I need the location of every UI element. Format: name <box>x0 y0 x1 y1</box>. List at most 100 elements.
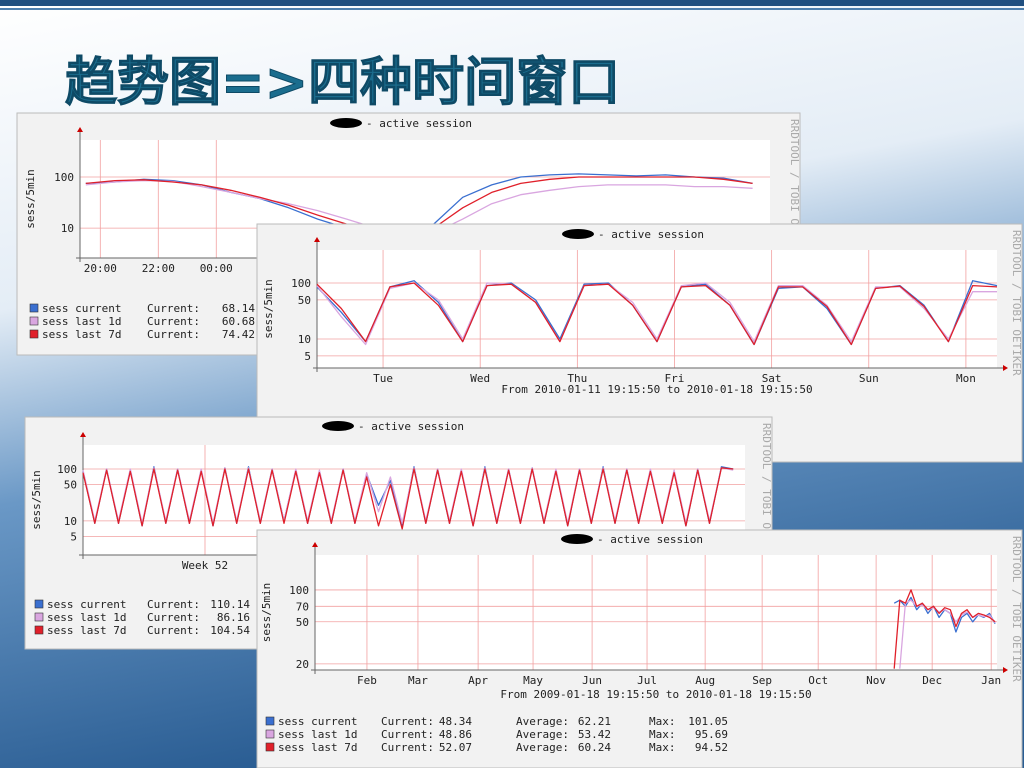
stat-value: 53.42 <box>578 728 611 741</box>
legend-label: sess current <box>42 302 121 315</box>
legend-swatch <box>34 599 44 609</box>
stat-label: Current: <box>147 302 200 315</box>
stat-value: 94.52 <box>695 741 728 754</box>
legend-label: sess last 1d <box>42 315 121 328</box>
chart-title: - active session <box>598 228 704 241</box>
series-line <box>316 282 998 346</box>
legend-label: sess last 7d <box>47 624 126 637</box>
legend-swatch <box>29 303 39 313</box>
x-tick-label: 22:00 <box>142 262 175 275</box>
y-tick-label: 70 <box>296 600 309 613</box>
y-tick-label: 100 <box>291 277 311 290</box>
axis-arrow <box>77 127 83 132</box>
x-tick-label: Oct <box>808 674 828 687</box>
stat-label: Current: <box>147 624 200 637</box>
watermark: RRDTOOL / TOBI OETIKER <box>1010 536 1023 682</box>
y-axis-label: sess/5min <box>24 169 37 229</box>
legend-swatch <box>29 329 39 339</box>
legend-label: sess current <box>278 715 357 728</box>
stat-value: 104.54 <box>210 624 250 637</box>
y-tick-label: 50 <box>296 616 309 629</box>
x-tick-label: Wed <box>470 372 490 385</box>
stat-value: 110.14 <box>210 598 250 611</box>
axis-arrow <box>314 237 320 242</box>
x-tick-label: Dec <box>922 674 942 687</box>
stat-label: Average: <box>516 728 569 741</box>
y-tick-label: 50 <box>64 479 77 492</box>
stat-value: 86.16 <box>217 611 250 624</box>
redacted-host <box>322 421 354 431</box>
stat-value: 48.86 <box>439 728 472 741</box>
legend-label: sess last 1d <box>47 611 126 624</box>
redacted-host <box>330 118 362 128</box>
stat-value: 60.24 <box>578 741 611 754</box>
stat-value: 68.14 <box>222 302 255 315</box>
redacted-host <box>562 229 594 239</box>
stat-label: Current: <box>381 728 434 741</box>
stat-label: Average: <box>516 715 569 728</box>
chart: 20 50 70 100 Feb Mar Apr May Jun Jul Aug Sep Oct Nov D… <box>256 529 1023 768</box>
x-tick-label: Nov <box>866 674 886 687</box>
x-tick-label: 00:00 <box>200 262 233 275</box>
y-tick-label: 5 <box>304 350 311 363</box>
series-line <box>893 589 996 669</box>
y-tick-label: 100 <box>54 171 74 184</box>
legend-label: sess last 7d <box>42 328 121 341</box>
date-range: From 2009-01-18 19:15:50 to 2010-01-18 1… <box>500 688 811 701</box>
x-tick-label: Feb <box>357 674 377 687</box>
x-tick-label: Aug <box>695 674 715 687</box>
charts: 10 100 20:00 22:00 00:00 - active session sess… <box>16 112 1023 768</box>
x-tick-label: Mar <box>408 674 428 687</box>
x-tick-label: Mon <box>956 372 976 385</box>
stat-value: 95.69 <box>695 728 728 741</box>
legend-swatch <box>265 729 275 739</box>
y-tick-label: 10 <box>64 515 77 528</box>
date-range: From 2010-01-11 19:15:50 to 2010-01-18 1… <box>501 383 812 396</box>
x-tick-label: Tue <box>373 372 393 385</box>
chart-title: - active session <box>366 117 472 130</box>
top-bar <box>0 0 1024 6</box>
stat-label: Current: <box>381 741 434 754</box>
legend-swatch <box>29 316 39 326</box>
axis-arrow <box>1003 365 1008 371</box>
y-tick-label: 20 <box>296 658 309 671</box>
x-tick-label: Sep <box>752 674 772 687</box>
stat-label: Max: <box>649 741 676 754</box>
legend-label: sess last 7d <box>278 741 357 754</box>
x-tick-label: Jul <box>637 674 657 687</box>
redacted-host <box>561 534 593 544</box>
legend-swatch <box>34 612 44 622</box>
y-axis-label: sess/5min <box>260 583 273 643</box>
stat-value: 52.07 <box>439 741 472 754</box>
x-tick-label: Sat <box>762 372 782 385</box>
y-axis-label: sess/5min <box>262 279 275 339</box>
top-bar-line <box>0 8 1024 10</box>
watermark: RRDTOOL / TOBI OETIKER <box>1010 230 1023 376</box>
axis-arrow <box>80 432 86 437</box>
x-tick-label: May <box>523 674 543 687</box>
stat-value: 101.05 <box>688 715 728 728</box>
stat-value: 60.68 <box>222 315 255 328</box>
chart-title: - active session <box>358 420 464 433</box>
x-tick-label: Jan <box>981 674 1001 687</box>
axis-arrow <box>1003 667 1008 673</box>
y-axis-label: sess/5min <box>30 470 43 530</box>
chart-title: - active session <box>597 533 703 546</box>
stat-label: Current: <box>147 598 200 611</box>
legend-label: sess current <box>47 598 126 611</box>
x-tick-label: Thu <box>567 372 587 385</box>
legend-swatch <box>34 625 44 635</box>
stat-value: 74.42 <box>222 328 255 341</box>
y-tick-label: 10 <box>298 333 311 346</box>
y-tick-label: 50 <box>298 294 311 307</box>
stat-value: 62.21 <box>578 715 611 728</box>
y-tick-label: 5 <box>70 530 77 543</box>
stat-label: Current: <box>147 315 200 328</box>
series-line <box>82 467 734 530</box>
plot-area <box>317 250 997 368</box>
x-tick-label: Sun <box>859 372 879 385</box>
stat-label: Current: <box>147 328 200 341</box>
y-tick-label: 100 <box>289 584 309 597</box>
